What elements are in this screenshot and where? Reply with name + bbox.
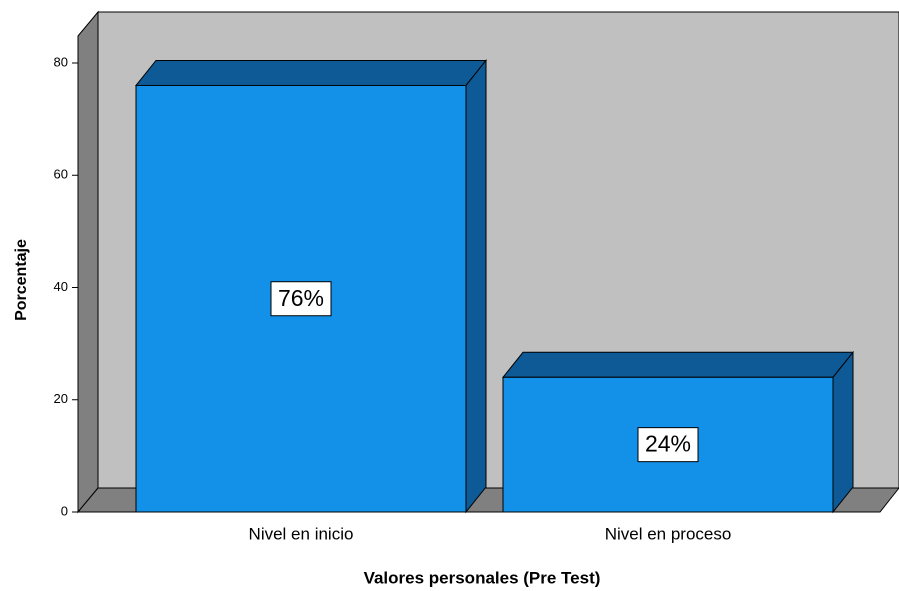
bar-side (465, 59, 487, 514)
x-tick-label: Nivel en proceso (605, 524, 732, 543)
bar-top (501, 351, 855, 378)
x-axis-title: Valores personales (Pre Test) (364, 568, 601, 587)
value-label: 24% (645, 431, 691, 457)
value-label-box (270, 281, 332, 317)
y-tick-label: 0 (61, 503, 68, 518)
left-wall (77, 10, 99, 514)
x-tick-label: Nivel en inicio (249, 524, 354, 543)
value-label-box (637, 427, 699, 463)
value-label: 76% (278, 285, 324, 311)
bar-top (134, 59, 488, 86)
y-tick-label: 60 (54, 167, 68, 182)
bar-side (832, 350, 854, 514)
y-tick-label: 80 (54, 54, 68, 69)
y-axis-title: Porcentaje (13, 239, 30, 321)
y-tick-label: 20 (54, 391, 68, 406)
y-tick-label: 40 (54, 279, 68, 294)
